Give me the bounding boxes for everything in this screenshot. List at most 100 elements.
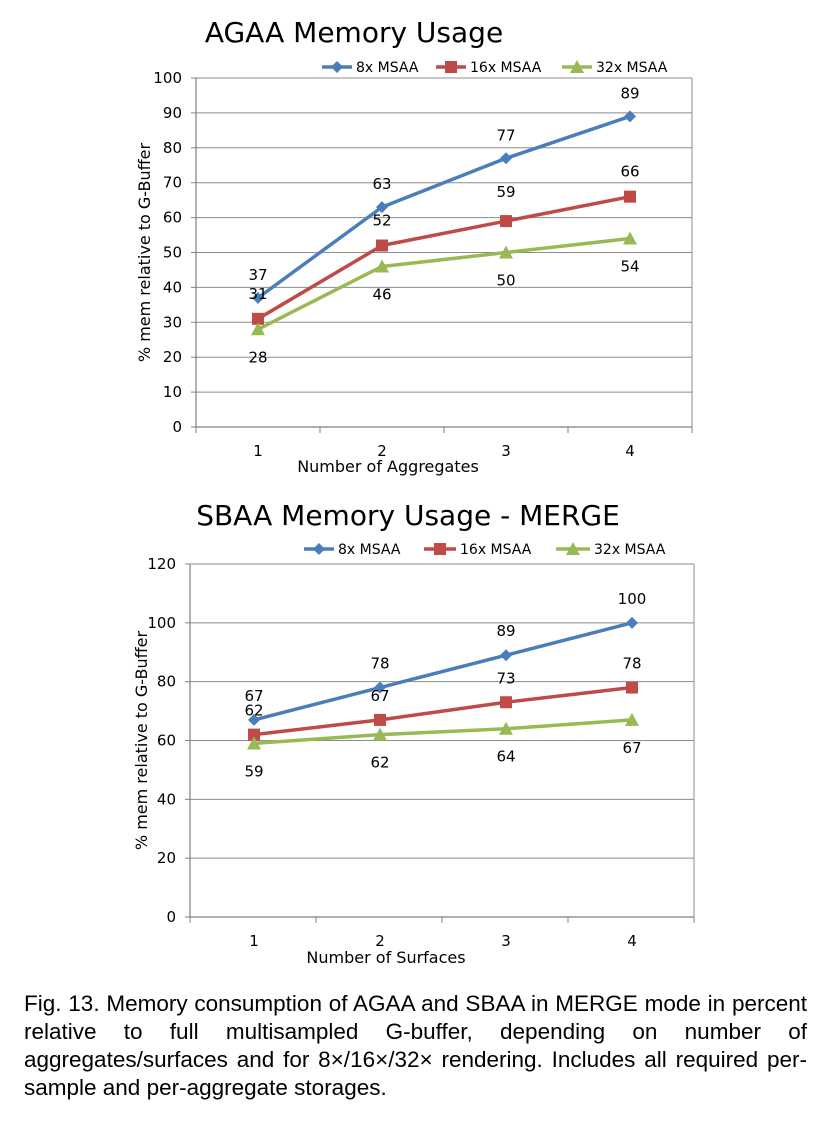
data-label: 89 [496,622,515,640]
data-point [247,736,261,750]
legend-item: 8x MSAA [322,60,419,76]
y-tick-label: 100 [153,69,182,87]
legend-label: 8x MSAA [356,60,419,76]
gridlines [196,77,693,427]
chart-2: SBAA Memory Usage - MERGE 0 20 40 60 80 100 120… [132,499,695,967]
data-label: 62 [244,702,263,720]
data-point [500,152,512,165]
data-point [626,616,638,629]
y-tick-label: 120 [147,555,176,573]
y-axis-title: % mem relative to G-Buffer [132,631,151,851]
data-label: 59 [496,183,515,201]
data-label: 78 [370,655,389,673]
legend-marker [566,542,580,555]
figure-charts: AGAA Memory Usage01020304050607080901001… [132,16,695,967]
data-point [499,245,513,259]
legend-marker [445,61,457,73]
legend-item: 16x MSAA [436,60,542,76]
y-tick-label: 10 [163,383,182,401]
data-label: 63 [372,175,391,193]
y-tick-label: 60 [163,209,182,227]
data-label: 67 [244,687,263,705]
data-point [624,190,636,203]
x-axis-title: Number of Surfaces [306,948,465,967]
legend-item: 32x MSAA [562,60,668,76]
y-tick-label: 30 [163,313,182,331]
data-point [624,110,636,123]
y-tick-label: 60 [157,732,176,750]
series-8x-msaa: 37 63 77 89 [248,84,640,304]
data-point [252,312,264,325]
data-point [375,259,389,273]
data-label: 46 [372,285,391,303]
data-point [500,649,512,662]
data-label: 59 [244,762,263,780]
y-tick-label: 80 [157,673,176,691]
y-tick-label: 40 [163,278,182,296]
data-point [374,713,386,726]
y-tick-label: 20 [163,348,182,366]
y-tick-label: 70 [163,174,182,192]
data-label: 67 [622,739,641,757]
y-tick-label: 90 [163,104,182,122]
data-point [248,728,260,741]
data-point [623,231,637,245]
legend-label: 8x MSAA [338,542,401,558]
series-line [256,114,631,300]
y-tick-label: 80 [163,139,182,157]
series-16x-msaa: 31 52 59 66 [248,163,640,325]
data-point [499,721,513,735]
chart-title: SBAA Memory Usage - MERGE [196,499,620,532]
legend-label: 32x MSAA [594,542,666,558]
data-label: 89 [620,84,639,102]
data-point [626,681,638,694]
x-tick-label: 1 [253,442,263,460]
series-line [253,718,633,746]
series-32x-msaa: 59 62 64 67 [244,712,642,780]
x-tick-label: 1 [249,932,259,950]
y-tick-label: 0 [172,418,182,436]
x-tick-label: 4 [627,932,637,950]
data-point [376,201,388,214]
y-tick-label: 0 [166,908,176,926]
gridlines [190,563,695,917]
legend-item: 8x MSAA [304,542,401,558]
data-point [376,239,388,252]
data-point [625,712,639,726]
data-point [374,681,386,694]
x-tick-label: 3 [501,442,511,460]
data-point [373,727,387,741]
y-tick-label: 40 [157,790,176,808]
data-label: 52 [372,212,391,230]
y-tick-label: 20 [157,849,176,867]
data-label: 73 [496,669,515,687]
series-line [253,685,633,737]
data-label: 62 [370,754,389,772]
figure-caption: Fig. 13. Memory consumption of AGAA and … [24,991,807,1100]
legend: 8x MSAA 16x MSAA 32x MSAA [322,60,668,76]
data-label: 50 [496,272,515,290]
legend-item: 32x MSAA [556,542,666,558]
data-label: 77 [496,126,515,144]
x-tick-label: 4 [625,442,635,460]
x-tick-label: 2 [375,932,385,950]
data-point [248,713,260,726]
data-point [500,215,512,228]
data-label: 54 [620,258,639,276]
legend: 8x MSAA 16x MSAA 32x MSAA [304,542,666,558]
chart-1: AGAA Memory Usage 0 10 20 30 40 50 60 70 80 90 100 1… [135,16,693,476]
y-tick-label: 50 [163,244,182,262]
legend-label: 16x MSAA [470,60,542,76]
data-label: 31 [248,285,267,303]
x-axis-title: Number of Aggregates [297,457,479,476]
series-line [257,236,631,331]
series-8x-msaa: 67 78 89 100 [244,590,646,726]
series-32x-msaa: 28 46 50 54 [248,231,640,366]
data-label: 66 [620,163,639,181]
data-label: 37 [248,266,267,284]
legend-marker [331,61,343,73]
legend-item: 16x MSAA [424,542,532,558]
legend-marker [313,543,325,555]
chart-title: AGAA Memory Usage [205,16,503,49]
